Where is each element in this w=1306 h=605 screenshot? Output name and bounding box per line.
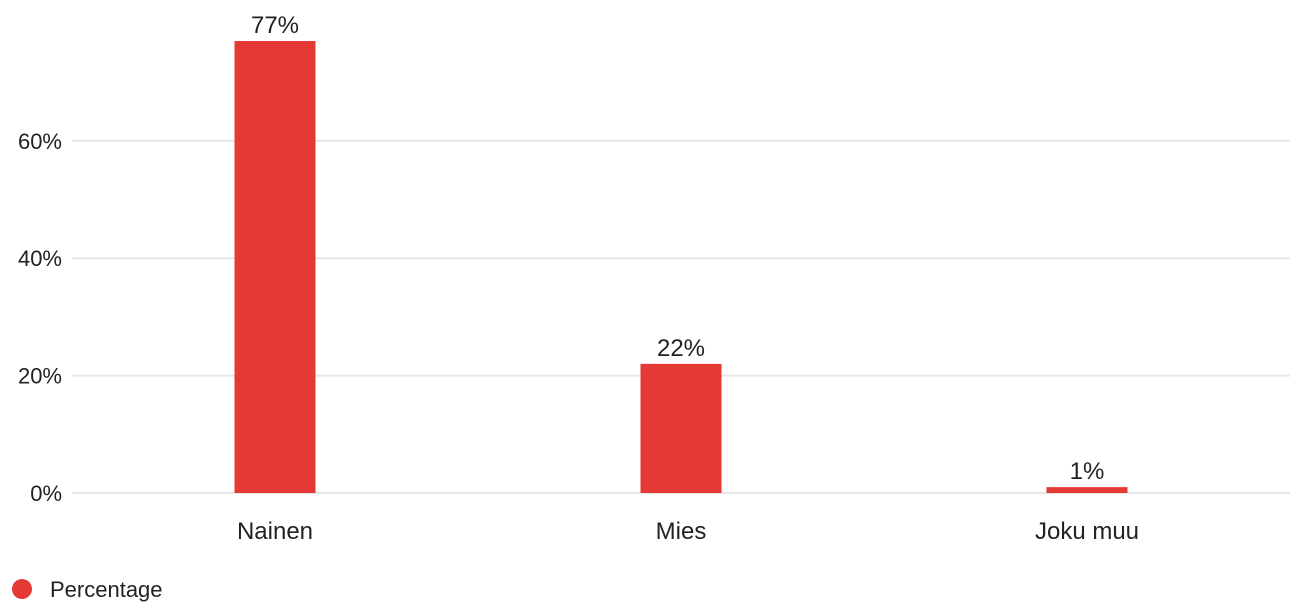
- y-tick-label: 40%: [18, 246, 62, 271]
- x-category-label: Nainen: [237, 518, 313, 545]
- data-label: 77%: [251, 12, 299, 39]
- y-tick-label: 0%: [30, 481, 62, 506]
- legend: Percentage: [12, 577, 163, 602]
- x-category-label: Joku muu: [1035, 518, 1139, 545]
- y-axis-ticks: 0% 20% 40% 60%: [18, 129, 62, 506]
- bar-joku-muu: [1046, 487, 1128, 493]
- x-category-label: Mies: [656, 518, 707, 545]
- data-labels: 77% 22% 1%: [251, 12, 1104, 485]
- data-label: 22%: [657, 335, 705, 362]
- legend-swatch: [12, 579, 32, 599]
- y-tick-label: 60%: [18, 129, 62, 154]
- bar-mies: [640, 363, 722, 493]
- x-axis-categories: Nainen Mies Joku muu: [237, 518, 1139, 545]
- bars: [234, 41, 1128, 493]
- legend-label: Percentage: [50, 577, 163, 602]
- y-tick-label: 20%: [18, 364, 62, 389]
- data-label: 1%: [1070, 458, 1105, 485]
- bar-nainen: [234, 41, 316, 493]
